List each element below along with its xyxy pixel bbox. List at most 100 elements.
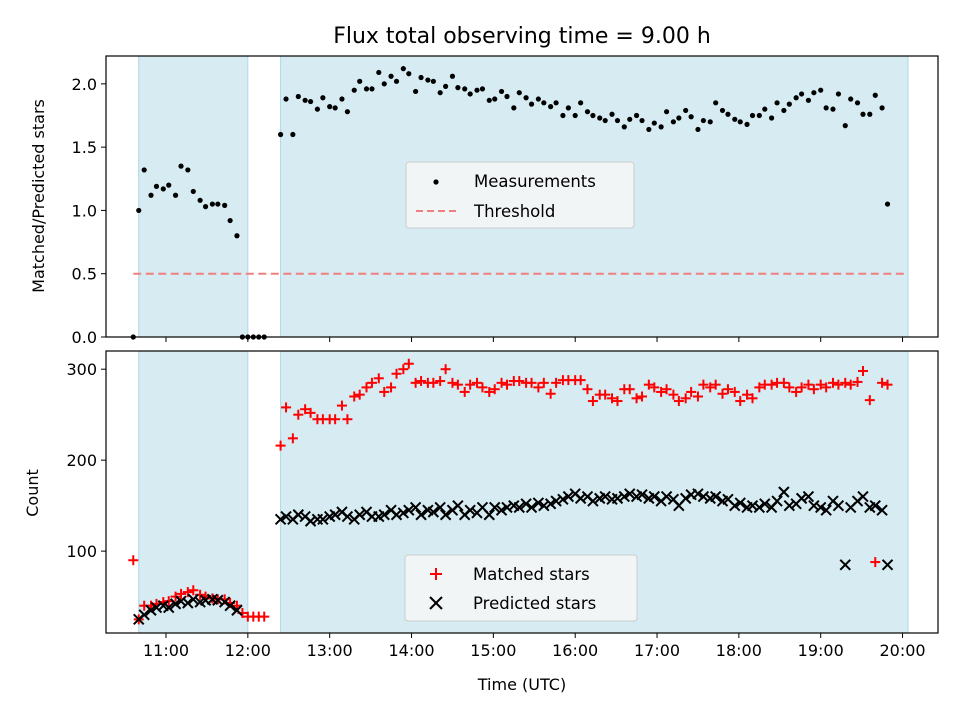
predicted-star-point: [353, 509, 366, 521]
measurement-point: [202, 204, 209, 210]
measurement-point: [737, 119, 743, 125]
y-tick-label: 100: [66, 542, 97, 561]
measurement-point: [339, 96, 345, 102]
top-legend: Measurements Threshold: [405, 161, 635, 229]
matched-star-point: [656, 386, 667, 397]
measurement-point: [676, 115, 682, 121]
measurement-point: [713, 100, 719, 106]
measurement-point: [670, 119, 676, 125]
measurement-point: [425, 77, 431, 83]
measurement-point: [565, 105, 571, 111]
predicted-star-point: [636, 489, 648, 501]
measurement-point: [700, 117, 707, 124]
legend-predicted-label: Predicted stars: [473, 594, 596, 613]
top-y-axis-label: Matched/Predicted stars: [29, 99, 48, 293]
predicted-star-point: [224, 600, 236, 612]
measurement-point: [277, 131, 284, 138]
measurement-point: [462, 86, 468, 92]
predicted-star-point: [709, 490, 722, 503]
matched-star-point: [686, 386, 697, 397]
predicted-star-point: [525, 501, 538, 514]
matched-star-point: [612, 396, 623, 407]
x-tick-label: 17:00: [634, 641, 680, 660]
matched-star-point: [305, 407, 316, 418]
measurement-point: [357, 78, 363, 84]
measurement-point: [209, 201, 215, 207]
x-tick-label: 18:00: [716, 641, 762, 660]
matched-star-point: [484, 386, 495, 397]
measurement-point: [744, 121, 750, 127]
predicted-star-point: [274, 513, 287, 525]
matched-star-point: [582, 384, 593, 395]
measurement-point: [307, 98, 314, 105]
predicted-star-point: [341, 510, 354, 523]
matched-star-point: [722, 384, 733, 395]
x-axis-label: Time (UTC): [477, 675, 566, 694]
matched-star-point: [882, 379, 893, 390]
predicted-star-point: [753, 501, 766, 514]
matched-star-point: [366, 377, 377, 388]
predicted-star-point: [802, 490, 815, 503]
matched-star-point: [784, 382, 795, 393]
predicted-star-point: [175, 595, 187, 607]
predicted-star-point: [550, 495, 562, 507]
measurement-point: [621, 124, 627, 130]
matched-star-point: [673, 396, 684, 407]
measurement-point: [222, 202, 228, 208]
measurement-point: [725, 111, 731, 117]
measurement-point: [185, 167, 191, 173]
measurement-point: [160, 186, 166, 192]
predicted-star-point: [869, 499, 881, 512]
predicted-star-point: [746, 499, 759, 512]
predicted-star-point: [434, 501, 446, 514]
predicted-star-point: [814, 501, 827, 514]
bottom-axes-frame: [105, 350, 939, 634]
predicted-star-point: [520, 498, 532, 510]
top-y-ticks: 0.0 0.5 1.0 1.5 2.0: [72, 75, 106, 347]
predicted-star-point: [138, 609, 150, 621]
measurement-point: [406, 71, 412, 77]
measurement-point: [854, 100, 861, 106]
matched-star-point: [188, 585, 199, 596]
matched-star-point: [176, 588, 187, 599]
measurement-point: [830, 106, 836, 112]
matched-star-point: [710, 379, 721, 390]
measurement-point: [786, 101, 792, 107]
x-tick-label: 11:00: [143, 641, 189, 660]
matched-star-point: [416, 376, 427, 387]
matched-star-point: [643, 379, 654, 390]
matched-star-point: [386, 382, 397, 393]
measurement-point: [584, 109, 591, 115]
measurement-point: [842, 123, 848, 129]
x-tick-label: 14:00: [388, 641, 434, 660]
measurement-point: [516, 90, 522, 96]
matched-star-point: [747, 393, 758, 404]
predicted-star-point: [587, 495, 599, 507]
matched-star-point: [637, 391, 648, 402]
top-legend-box: [405, 161, 635, 229]
predicted-star-point: [452, 499, 464, 512]
matched-star-point: [717, 388, 728, 399]
measurement-point: [707, 119, 713, 125]
measurement-point: [344, 109, 351, 115]
measurement-point: [548, 104, 554, 110]
x-tick-label: 12:00: [225, 641, 271, 660]
predicted-star-point: [697, 490, 710, 503]
matched-star-point: [514, 376, 525, 387]
predicted-star-point: [538, 499, 550, 512]
matched-star-point: [354, 389, 365, 400]
predicted-star-point: [808, 499, 820, 512]
measurement-point: [141, 167, 147, 173]
predicted-star-point: [857, 490, 869, 503]
bottom-panel: 100 200 300 11:00 12:00 13:00 14:00 15:00 16:00…: [23, 350, 939, 694]
measurement-point: [872, 92, 878, 98]
measurement-point: [148, 192, 154, 198]
matched-star-point: [754, 382, 765, 393]
matched-star-point: [545, 388, 556, 399]
measurement-point: [430, 78, 436, 84]
predicted-star-point: [145, 604, 157, 616]
predicted-star-point: [501, 501, 513, 514]
matched-star-point: [275, 440, 286, 451]
bottom-legend-box: [404, 554, 638, 622]
measurement-point: [413, 88, 419, 95]
